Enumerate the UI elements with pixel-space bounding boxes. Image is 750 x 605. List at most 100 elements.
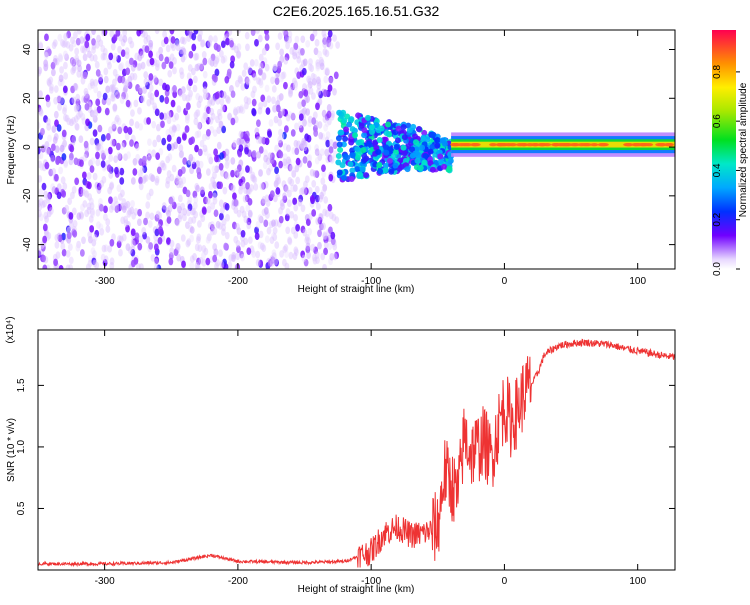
- spectrogram-cell: [197, 148, 203, 157]
- spectrogram-cell: [261, 72, 267, 81]
- spectrogram-cell: [101, 244, 107, 253]
- spectrogram-cell: [127, 75, 133, 84]
- spectrogram-cell: [166, 134, 172, 143]
- spectrogram-cell: [145, 211, 151, 220]
- spectrogram-cell: [98, 223, 104, 232]
- spectrogram-cell: [83, 189, 88, 197]
- spectrogram-cell: [147, 91, 153, 99]
- spectrogram-cell: [158, 219, 163, 227]
- spectrogram-cell: [99, 180, 105, 188]
- spectrogram-cell: [225, 96, 231, 104]
- spectrogram-cell: [335, 41, 341, 49]
- spectrogram-cell: [238, 138, 244, 147]
- spectrogram-cell: [39, 241, 45, 250]
- colorbar: 0.00.20.40.60.8 Normalized spectral ampl…: [712, 30, 749, 276]
- spectrogram-cell: [318, 131, 324, 140]
- spectrogram-cell: [203, 196, 208, 205]
- spectrogram-cell: [155, 123, 161, 132]
- spectrogram-cell: [151, 120, 157, 129]
- spectrogram-cell: [184, 116, 190, 124]
- spectrogram-cell: [53, 55, 58, 63]
- spectrogram-cell: [88, 215, 94, 223]
- spectrogram-cell: [267, 130, 272, 138]
- spectrogram-cell: [285, 208, 291, 216]
- spectrogram-cell: [414, 157, 421, 164]
- spectrogram-cell: [53, 96, 59, 105]
- spectrogram-cell: [322, 232, 328, 241]
- spectrogram-cell: [182, 207, 187, 216]
- spectrogram-cell: [227, 261, 233, 269]
- spectrogram-cell: [283, 244, 289, 252]
- spectrogram-cell: [111, 84, 117, 92]
- spectrogram-cell: [142, 231, 147, 240]
- spectrogram-cell: [202, 57, 208, 66]
- spectrogram-cell: [50, 143, 56, 152]
- spectrogram-cell: [281, 258, 287, 267]
- spectrogram-cell: [315, 256, 320, 264]
- spectrogram-cell: [47, 134, 52, 143]
- spectrogram-cell: [131, 259, 136, 268]
- spectrogram-cell: [174, 218, 180, 226]
- spectrogram-cell: [234, 199, 240, 207]
- spectrogram-cell: [54, 241, 60, 249]
- spectrogram-cell: [231, 198, 237, 207]
- spectrogram-cell: [348, 175, 355, 182]
- spectrogram-cell: [228, 254, 234, 262]
- spectrogram-cell: [219, 260, 225, 269]
- spectrogram-cell: [325, 139, 331, 148]
- spectrogram-cell: [64, 114, 70, 123]
- spectrogram-cell: [96, 182, 102, 191]
- spectrogram-cell: [179, 36, 185, 45]
- spectrogram-cell: [129, 40, 135, 49]
- spectrogram-cell: [116, 55, 121, 63]
- spectrogram-cell: [330, 231, 336, 240]
- spectrogram-cell: [307, 77, 313, 86]
- spectrogram-cell: [274, 77, 280, 86]
- spectrogram-cell: [250, 173, 255, 182]
- spectrogram-cell: [96, 142, 102, 151]
- spectrogram-cell: [177, 169, 183, 177]
- spectrogram-peak: [520, 143, 529, 147]
- spectrogram-cell: [300, 250, 306, 259]
- spectrogram-cell: [167, 153, 173, 161]
- spectrogram-cell: [305, 242, 311, 251]
- spectrogram-cell: [234, 170, 240, 178]
- spectrogram-cell: [43, 190, 49, 199]
- spectrogram-cell: [271, 252, 277, 260]
- spectrogram-cell: [279, 48, 285, 57]
- spectrogram-cell: [168, 109, 174, 118]
- spectrogram-cell: [143, 31, 148, 39]
- spectrogram-cell: [251, 250, 257, 258]
- spectrogram-cell: [336, 141, 343, 148]
- spectrogram-cell: [240, 253, 245, 262]
- spectrogram-cell: [318, 90, 323, 99]
- spectrogram-cell: [63, 159, 69, 167]
- spectrogram-cell: [218, 199, 224, 208]
- spectrogram-cell: [191, 32, 197, 41]
- spectrogram-cell: [299, 142, 305, 150]
- spectrogram-cell: [323, 123, 328, 132]
- spectrogram-cell: [123, 85, 128, 93]
- spectrogram-cell: [125, 200, 131, 209]
- spectrogram-cell: [279, 250, 285, 258]
- spectrogram-cell: [148, 173, 154, 181]
- spectrogram-cell: [182, 157, 188, 165]
- spectrogram-cell: [94, 229, 100, 238]
- spectrogram-cell: [154, 30, 160, 35]
- spectrogram-cell: [198, 256, 204, 265]
- spectrogram-cell: [102, 52, 108, 61]
- spectrogram-cell: [245, 77, 251, 86]
- spectrogram-cell: [269, 236, 275, 245]
- figure-title: C2E6.2025.165.16.51.G32: [273, 3, 440, 19]
- spectrogram-cell: [292, 252, 298, 260]
- spectrogram-cell: [224, 202, 230, 211]
- spectrogram-cell: [312, 256, 318, 265]
- spectrogram-cell: [327, 30, 333, 38]
- spectrogram-cell: [200, 39, 206, 47]
- spectrogram-cell: [349, 152, 356, 159]
- spectrogram-cell: [134, 143, 140, 151]
- spectrogram-cell: [256, 77, 261, 85]
- spectrogram-cell: [323, 196, 329, 204]
- spectrogram-cell: [190, 67, 196, 76]
- spectrogram-cell: [166, 116, 172, 125]
